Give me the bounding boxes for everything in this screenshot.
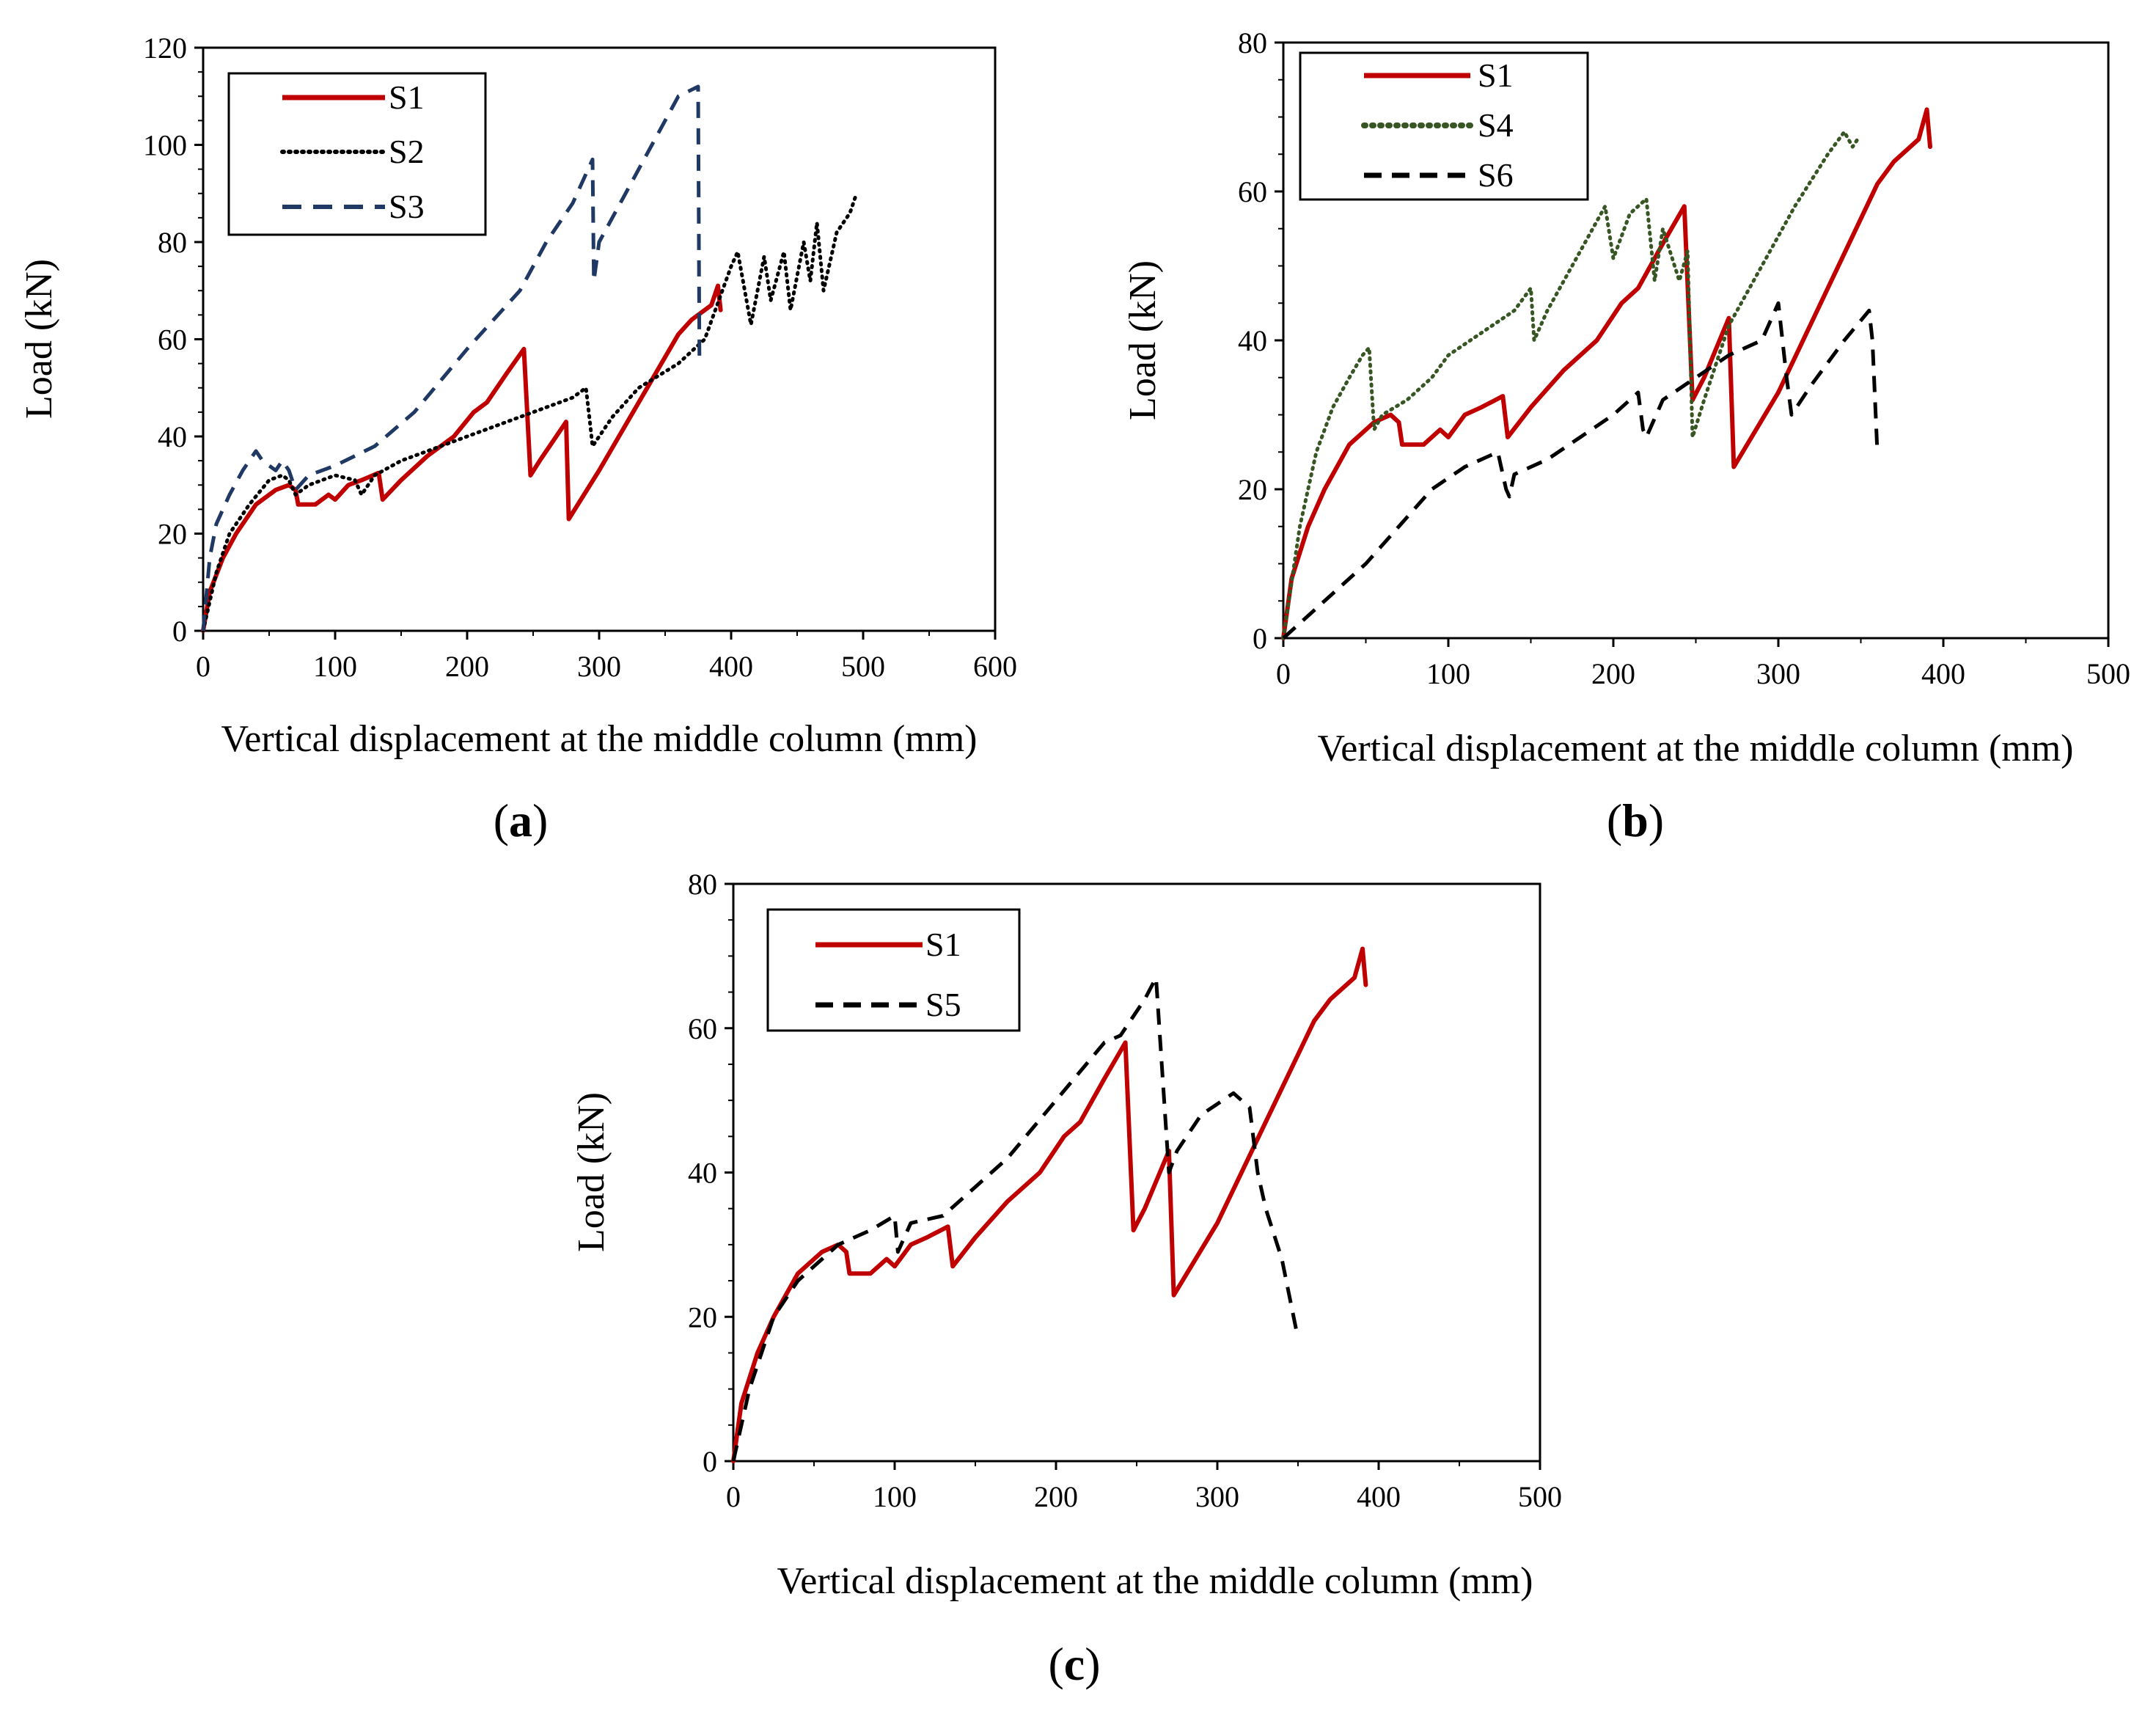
panel-a-x-tick-label-100: 100 (313, 650, 357, 683)
panel-b-x-axis: 0 100 200 300 400 500 (1276, 638, 2130, 690)
panel-b-x-tick-label-500: 500 (2086, 657, 2130, 690)
panel-a-y-tick-label-120: 120 (143, 32, 187, 65)
panel-b-series-s6-line (1282, 301, 1880, 640)
panel-a-x-tick-label-400: 400 (709, 650, 753, 683)
panel-a-x-tick-label-0: 0 (196, 650, 210, 683)
panel-b-series-s1-line (1281, 107, 1932, 640)
panel-c-legend-label-s5: S5 (925, 986, 961, 1023)
panel-b-x-tick-label-0: 0 (1276, 657, 1291, 690)
panel-a-y-tick-label-20: 20 (158, 518, 187, 551)
panel-c-x-axis: 0 100 200 300 400 500 (726, 1461, 1562, 1513)
panel-b-label: (b) (1607, 794, 1664, 846)
panel-a-y-tick-label-60: 60 (158, 323, 187, 356)
panel-a-y-tick-label-40: 40 (158, 420, 187, 453)
panel-c-y-axis-title: Load (kN) (571, 1092, 612, 1252)
panel-b-y-tick-label-60: 60 (1238, 175, 1267, 208)
panel-a-y-tick-label-80: 80 (158, 226, 187, 259)
panel-a-legend-label-s3: S3 (389, 188, 425, 225)
panel-b-x-axis-title: Vertical displacement at the middle colu… (1317, 728, 2073, 769)
panel-a-legend-label-s1: S1 (389, 78, 425, 116)
panel-a-x-tick-label-200: 200 (445, 650, 489, 683)
panel-b-y-axis-title: Load (kN) (1122, 260, 1164, 420)
panel-a-series-s2-line (201, 191, 859, 633)
panel-b-legend-label-s4: S4 (1478, 106, 1514, 144)
panel-a-legend: S1 S2 S3 (227, 72, 487, 236)
panel-c-x-tick-label-0: 0 (726, 1480, 741, 1513)
panel-a-series-s3-line (201, 84, 702, 632)
panel-c-label: (c) (1048, 1638, 1100, 1690)
panel-b-y-tick-label-40: 40 (1238, 324, 1267, 357)
panel-c-x-tick-label-100: 100 (873, 1480, 917, 1513)
panel-c-legend-label-s1: S1 (925, 926, 961, 963)
panel-b-y-tick-label-20: 20 (1238, 473, 1267, 506)
panel-c-x-tick-label-300: 300 (1195, 1480, 1239, 1513)
panel-c-y-tick-label-40: 40 (688, 1157, 717, 1190)
panel-b-y-axis: 0 20 40 60 80 (1238, 26, 1283, 655)
panel-b-x-tick-label-400: 400 (1921, 657, 1965, 690)
panel-a-x-axis-title: Vertical displacement at the middle colu… (221, 718, 977, 760)
panel-c-legend-box (766, 908, 1021, 1032)
panel-c-x-axis-title: Vertical displacement at the middle colu… (777, 1560, 1533, 1602)
panel-b-x-tick-label-300: 300 (1756, 657, 1800, 690)
panel-c-y-tick-label-60: 60 (688, 1012, 717, 1045)
panel-c-series-s5-line (731, 976, 1300, 1462)
panel-a-y-axis: 0 20 40 60 80 100 120 (143, 32, 203, 648)
panel-a-x-tick-label-300: 300 (577, 650, 621, 683)
panel-b-x-tick-label-200: 200 (1591, 657, 1635, 690)
panel-c-series (731, 946, 1368, 1463)
panel-c-series-s1-line (731, 946, 1368, 1463)
panel-b-legend: S1 S4 S6 (1299, 51, 1589, 201)
panel-c-legend: S1 S5 (766, 908, 1021, 1032)
panel-a-y-tick-label-0: 0 (172, 615, 187, 648)
panel-b-series-s4-line (1281, 130, 1860, 640)
panel-c-y-tick-label-0: 0 (703, 1445, 717, 1478)
panel-a-legend-label-s2: S2 (389, 133, 425, 170)
panel-b-y-tick-label-80: 80 (1238, 26, 1267, 59)
panel-c-y-tick-label-80: 80 (688, 868, 717, 901)
panel-a-series-s1-line (201, 283, 723, 633)
panel-b-series (1281, 107, 1932, 640)
panel-c-y-axis: 0 20 40 60 80 (688, 868, 733, 1478)
panel-b-legend-label-s6: S6 (1478, 156, 1514, 194)
panel-a-series (201, 84, 859, 633)
panel-b-y-tick-label-0: 0 (1253, 622, 1267, 655)
panel-c-x-tick-label-200: 200 (1034, 1480, 1078, 1513)
panel-a-x-tick-label-500: 500 (841, 650, 885, 683)
panel-c-chart: 0 100 200 300 400 500 0 20 40 60 80 Vertical disp… (571, 868, 1562, 1690)
panel-a-chart: 0 100 200 300 400 500 600 0 20 40 60 80 100 120 Vert… (18, 32, 1017, 846)
panel-b-legend-label-s1: S1 (1478, 56, 1514, 94)
panel-a-x-tick-label-600: 600 (973, 650, 1017, 683)
panel-b-chart: 0 100 200 300 400 500 0 20 40 60 80 Vertical disp… (1122, 26, 2130, 846)
panel-b-x-tick-label-100: 100 (1426, 657, 1470, 690)
panel-a-y-axis-title: Load (kN) (18, 259, 60, 419)
panel-c-x-tick-label-500: 500 (1518, 1480, 1562, 1513)
panel-a-x-axis: 0 100 200 300 400 500 600 (196, 631, 1017, 683)
panel-a-y-tick-label-100: 100 (143, 129, 187, 162)
panel-a-label: (a) (494, 794, 549, 846)
panel-c-y-tick-label-20: 20 (688, 1301, 717, 1334)
panel-c-x-tick-label-400: 400 (1357, 1480, 1401, 1513)
